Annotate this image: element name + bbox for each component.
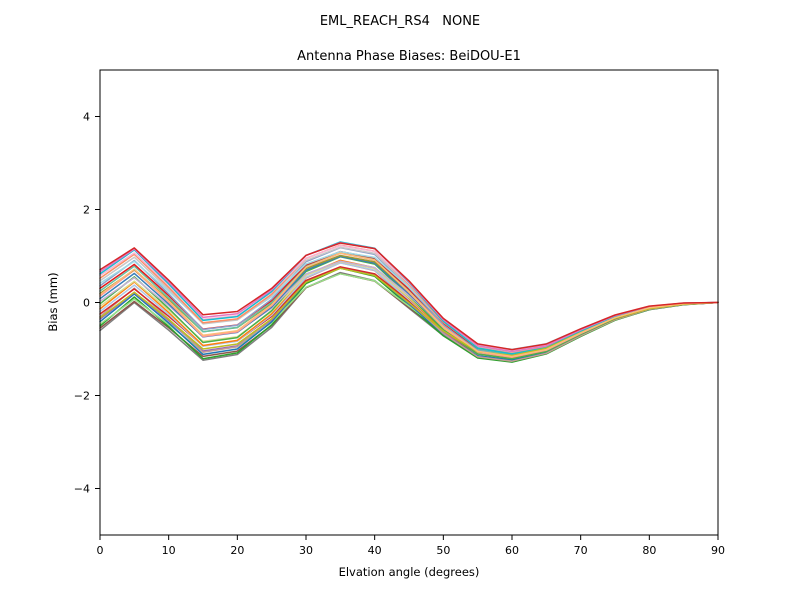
- y-tick-label: 2: [83, 204, 90, 217]
- x-tick-label: 50: [436, 544, 450, 557]
- series-line: [99, 252, 719, 358]
- chart-title: Antenna Phase Biases: BeiDOU-E1: [297, 49, 521, 64]
- y-tick-label: −2: [74, 390, 90, 403]
- y-tick-label: 4: [83, 111, 90, 124]
- x-tick-label: 0: [97, 544, 104, 557]
- x-tick-label: 80: [642, 544, 656, 557]
- series-lines-group: [99, 241, 719, 363]
- x-tick-label: 20: [230, 544, 244, 557]
- x-tick-label: 10: [162, 544, 176, 557]
- y-tick-label: −4: [74, 483, 90, 496]
- x-tick-label: 30: [299, 544, 313, 557]
- series-line: [99, 242, 719, 351]
- x-tick-label: 40: [368, 544, 382, 557]
- y-axis-label: Bias (mm): [46, 272, 60, 331]
- x-axis-label: Elvation angle (degrees): [339, 565, 480, 579]
- y-axis-ticks: −4 −2 0 2 4: [74, 111, 100, 496]
- y-tick-label: 0: [83, 297, 90, 310]
- x-tick-label: 70: [574, 544, 588, 557]
- x-axis-ticks: 0 10 20 30 40 50 60 70 80 90: [97, 535, 725, 557]
- x-tick-label: 90: [711, 544, 725, 557]
- figure-suptitle: EML_REACH_RS4 NONE: [320, 14, 480, 29]
- x-tick-label: 60: [505, 544, 519, 557]
